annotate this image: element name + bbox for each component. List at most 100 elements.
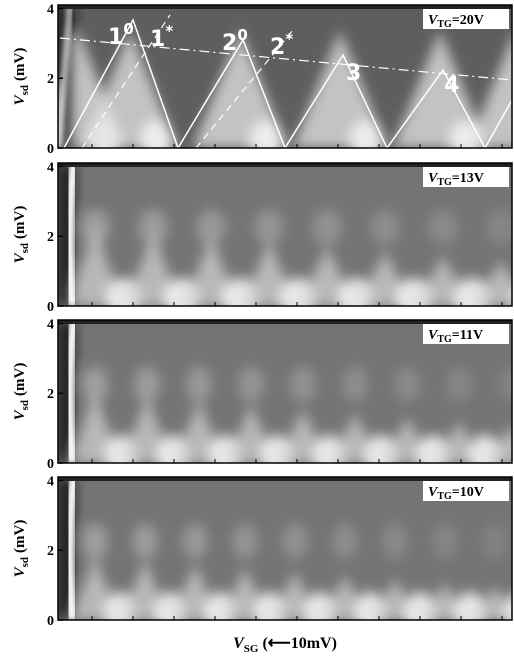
blob: [312, 209, 342, 246]
blob: [482, 523, 508, 560]
annotation-text: 4: [444, 73, 459, 98]
x-axis-label: VSG (⟵10mV): [233, 635, 337, 655]
label-text: =11V: [452, 328, 483, 343]
annotation-sup: *: [165, 22, 173, 40]
panel-label: VTG=13V: [428, 171, 484, 188]
blob: [82, 523, 108, 560]
annotation: 1*: [150, 22, 173, 52]
annotation-text: 1: [108, 25, 123, 50]
blob: [432, 523, 458, 560]
y-tick-label: 2: [47, 230, 54, 245]
annotation-text: 2: [270, 35, 285, 60]
annotation-sup: 0: [237, 26, 247, 44]
label-subscript: TG: [437, 177, 452, 188]
blob: [186, 366, 212, 403]
panel-label: VTG=20V: [428, 13, 484, 30]
blob: [80, 209, 110, 246]
y-axis-label: Vsd (mV): [12, 363, 31, 421]
top-dark: [58, 5, 512, 9]
blob: [132, 523, 158, 560]
diamond: [471, 586, 512, 620]
annotation: 2*: [270, 30, 293, 60]
y-tick-label: 4: [47, 474, 54, 489]
blob: [249, 120, 283, 148]
label-subscript: TG: [437, 334, 452, 345]
diamond: [192, 30, 288, 148]
blob: [139, 120, 173, 148]
top-dark: [58, 477, 512, 481]
label-subscript: TG: [437, 19, 452, 30]
panel: [58, 477, 512, 620]
annotation: 4: [444, 73, 459, 98]
y-axis-label: Vsd (mV): [12, 520, 31, 578]
y-tick-label: 2: [47, 72, 54, 87]
panel-frame: [57, 162, 513, 307]
y-label-symbol: V: [12, 565, 28, 577]
annotation-sup: 0: [123, 20, 133, 38]
blob: [82, 366, 108, 403]
blob: [138, 209, 168, 246]
label-text: =10V: [452, 485, 484, 500]
annotation: 10: [108, 20, 134, 50]
x-label-text: (⟵10mV): [262, 635, 336, 652]
edge-bright: [58, 5, 72, 148]
blob: [232, 523, 258, 560]
blob: [498, 366, 512, 403]
edge-bright: [64, 163, 79, 306]
y-label-symbol: V: [12, 93, 28, 105]
label-box: [423, 481, 509, 501]
y-label-unit: (mV): [12, 206, 28, 239]
y-tick-label: 4: [47, 317, 54, 332]
y-label-symbol: V: [12, 408, 28, 420]
label-symbol: V: [428, 13, 439, 28]
y-tick-label: 0: [47, 142, 54, 157]
blob: [428, 209, 458, 246]
texture: [58, 320, 512, 463]
diamond: [82, 30, 178, 148]
y-label-subscript: sd: [19, 557, 31, 567]
y-label-unit: (mV): [12, 363, 28, 396]
y-tick-label: 0: [47, 614, 54, 629]
blob: [382, 523, 408, 560]
x-label-subscript: SG: [244, 643, 259, 655]
y-axis-label: Vsd (mV): [12, 206, 31, 264]
y-label-symbol: V: [12, 251, 28, 263]
annotation: 20: [222, 26, 248, 56]
panel-frame: [57, 476, 513, 621]
y-label-unit: (mV): [12, 520, 28, 553]
panel-frame: [57, 4, 513, 149]
blob: [332, 523, 358, 560]
panel: [58, 320, 512, 463]
y-tick-label: 2: [47, 544, 54, 559]
diamond-outline: [63, 18, 512, 148]
y-label-subscript: sd: [19, 243, 31, 253]
blob: [486, 209, 512, 246]
blob: [446, 366, 472, 403]
blob: [196, 209, 226, 246]
panel-label: VTG=10V: [428, 485, 484, 502]
diamond: [292, 30, 388, 148]
annotation-text: 1: [150, 27, 165, 52]
y-tick-label: 2: [47, 387, 54, 402]
blob: [342, 366, 368, 403]
annotation-text: 3: [346, 61, 361, 86]
blob: [349, 120, 383, 148]
label-symbol: V: [428, 485, 439, 500]
edge-bright: [64, 477, 79, 620]
y-tick-label: 4: [47, 160, 54, 175]
y-tick-label: 4: [47, 2, 54, 17]
label-symbol: V: [428, 328, 439, 343]
blob: [282, 523, 308, 560]
diamond: [392, 30, 488, 148]
y-label-subscript: sd: [19, 85, 31, 95]
blob: [254, 209, 284, 246]
blob: [394, 366, 420, 403]
label-text: =13V: [452, 171, 484, 186]
label-subscript: TG: [437, 491, 452, 502]
y-label-unit: (mV): [12, 48, 28, 81]
y-tick-label: 0: [47, 457, 54, 472]
dashed-line: [195, 29, 294, 148]
panel-frame: [57, 319, 513, 464]
panel-label: VTG=11V: [428, 328, 483, 345]
